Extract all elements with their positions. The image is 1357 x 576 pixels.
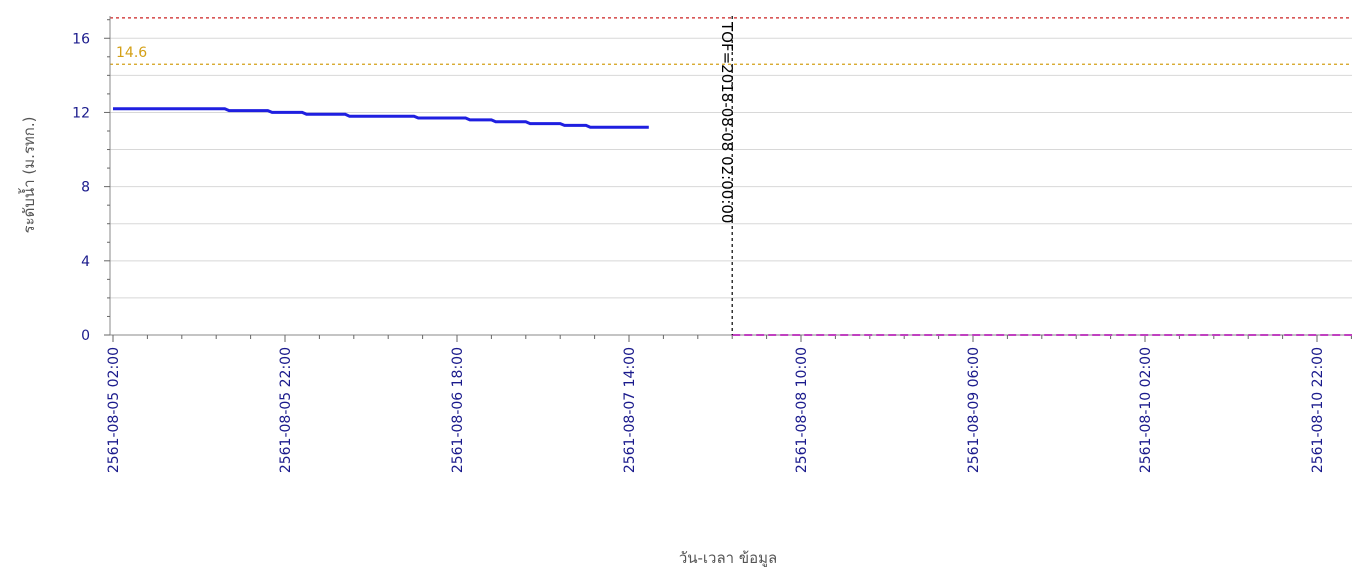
- series-line: [113, 107, 649, 129]
- y-tick-label: 8: [81, 180, 90, 196]
- tof-label: TOF=2018-08-08 02:00:00: [718, 21, 736, 223]
- x-tick-label: 2561-08-08 10:00: [794, 347, 810, 473]
- threshold-label: 14.6: [116, 45, 147, 61]
- x-tick-label: 2561-08-10 22:00: [1310, 347, 1326, 473]
- axes: 0 4 8 12 16 2561-08-05 02:00 2561-08-05 22:00 2…: [72, 16, 1352, 473]
- x-tick-label: 2561-08-05 02:00: [106, 347, 122, 473]
- x-tick-label: 2561-08-05 22:00: [278, 347, 294, 473]
- x-axis-title: วัน-เวลา ข้อมูล: [679, 549, 777, 567]
- data-series: [113, 107, 1352, 336]
- y-tick-label: 4: [81, 254, 90, 270]
- y-tick-label: 16: [72, 31, 90, 47]
- annotations: TOF=2018-08-08 02:00:00: [718, 16, 736, 335]
- x-tick-label: 2561-08-09 06:00: [966, 347, 982, 473]
- y-axis-title: ระดับน้ำ (ม.รทก.): [18, 117, 38, 234]
- y-tick-label: 0: [81, 328, 90, 344]
- x-tick-label: 2561-08-07 14:00: [622, 347, 638, 473]
- x-tick-label: 2561-08-06 18:00: [450, 347, 466, 473]
- grid-lines: [110, 37, 1352, 336]
- x-tick-label: 2561-08-10 02:00: [1138, 347, 1154, 473]
- threshold-lines: 14.6: [110, 17, 1352, 65]
- y-tick-label: 12: [72, 105, 90, 121]
